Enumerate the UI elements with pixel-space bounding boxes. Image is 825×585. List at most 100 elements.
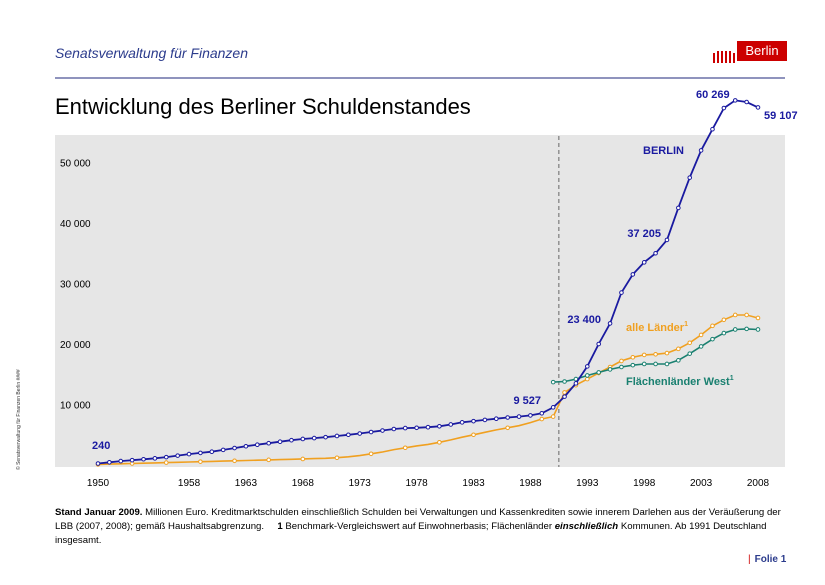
data-point-berlin <box>163 454 169 460</box>
data-point-fl-chenl-nder-west <box>721 330 727 336</box>
page-title: Entwicklung des Berliner Schuldenstandes <box>55 94 471 119</box>
x-tick-label: 1983 <box>462 478 485 489</box>
data-point-alle-l-nder <box>402 445 408 451</box>
data-point-berlin <box>539 410 545 416</box>
data-point-alle-l-nder <box>676 346 681 352</box>
value-label: 240 <box>92 440 110 452</box>
y-tick-label: 50 000 <box>60 159 91 170</box>
data-point-fl-chenl-nder-west <box>596 370 601 375</box>
data-point-berlin <box>710 126 715 132</box>
data-point-berlin <box>721 105 727 111</box>
data-point-berlin <box>664 237 670 243</box>
data-point-berlin <box>289 437 294 443</box>
data-point-berlin <box>357 431 363 436</box>
footnote-text2: Benchmark-Vergleichswert auf Einwohnerba… <box>285 521 553 532</box>
data-point-berlin <box>95 461 101 466</box>
data-point-alle-l-nder <box>653 351 658 357</box>
data-point-berlin <box>186 451 192 457</box>
data-point-alle-l-nder <box>471 432 476 438</box>
data-point-alle-l-nder <box>585 376 590 382</box>
data-point-berlin <box>152 456 158 461</box>
slide-label: Folie 1 <box>754 554 787 565</box>
x-tick-label: 1973 <box>349 478 372 489</box>
data-point-berlin <box>232 445 237 451</box>
data-point-fl-chenl-nder-west <box>607 367 613 372</box>
brandenburg-gate-icon <box>712 47 736 63</box>
data-point-alle-l-nder <box>198 459 203 464</box>
y-tick-label: 10 000 <box>60 401 91 412</box>
series-label-superscript: 1 <box>684 321 688 328</box>
data-point-berlin <box>391 426 397 432</box>
data-point-berlin <box>755 105 761 110</box>
logo-text: Berlin <box>737 41 787 61</box>
data-point-alle-l-nder <box>732 312 738 318</box>
data-point-fl-chenl-nder-west <box>630 362 636 368</box>
data-point-berlin <box>220 447 226 453</box>
data-point-alle-l-nder <box>300 456 306 462</box>
data-point-berlin <box>573 381 579 386</box>
value-label: 59 107 <box>764 110 798 122</box>
data-point-berlin <box>676 205 681 211</box>
data-point-fl-chenl-nder-west <box>585 373 590 378</box>
footnote-emphasis: einschließlich <box>554 521 619 532</box>
y-tick-label: 30 000 <box>60 280 91 291</box>
data-point-berlin <box>380 428 385 433</box>
value-label: 9 527 <box>513 395 541 407</box>
data-point-berlin <box>630 272 636 277</box>
data-point-berlin <box>482 417 488 423</box>
data-point-alle-l-nder <box>368 451 374 457</box>
footnote-text1: Millionen Euro. Kreditmarktschulden eins… <box>55 507 781 532</box>
series-label-alle-l-nder: alle Länder1 <box>626 321 688 334</box>
data-point-berlin <box>334 433 340 439</box>
data-point-alle-l-nder <box>539 416 545 422</box>
data-point-berlin <box>528 413 533 418</box>
data-point-berlin <box>209 449 215 454</box>
data-point-berlin <box>368 429 374 435</box>
berlin-logo: Berlin <box>712 41 787 63</box>
footnote-stand: Stand Januar 2009. <box>55 507 143 518</box>
data-point-berlin <box>550 405 556 410</box>
data-point-berlin <box>266 440 271 446</box>
data-point-alle-l-nder <box>437 440 442 445</box>
data-point-berlin <box>425 424 431 430</box>
footnote-marker: 1 <box>277 521 283 532</box>
data-point-berlin <box>596 341 601 347</box>
data-point-alle-l-nder <box>630 355 636 360</box>
data-point-fl-chenl-nder-west <box>562 379 567 384</box>
data-point-alle-l-nder <box>755 315 761 321</box>
data-point-alle-l-nder <box>562 390 567 395</box>
x-tick-label: 1998 <box>633 478 656 489</box>
data-point-alle-l-nder <box>744 312 749 318</box>
series-label-berlin: BERLIN <box>643 145 684 157</box>
data-point-alle-l-nder <box>550 414 556 419</box>
data-point-fl-chenl-nder-west <box>710 336 715 342</box>
data-point-alle-l-nder <box>505 425 510 431</box>
data-point-alle-l-nder <box>641 352 647 358</box>
data-point-alle-l-nder <box>334 455 340 461</box>
slide-pipe: | <box>748 554 751 565</box>
value-label: 37 205 <box>627 228 661 240</box>
data-point-berlin <box>516 414 522 419</box>
data-point-berlin <box>607 321 613 326</box>
data-point-fl-chenl-nder-west <box>755 327 761 332</box>
data-point-fl-chenl-nder-west <box>641 361 647 367</box>
data-point-berlin <box>562 394 567 399</box>
data-point-berlin <box>346 432 351 438</box>
data-point-berlin <box>300 436 306 442</box>
data-point-fl-chenl-nder-west <box>550 379 556 385</box>
data-point-berlin <box>493 416 499 422</box>
x-tick-label: 2008 <box>747 478 770 489</box>
data-point-fl-chenl-nder-west <box>676 358 681 363</box>
data-point-berlin <box>277 439 283 445</box>
footnote: Stand Januar 2009. Millionen Euro. Kredi… <box>55 506 790 548</box>
data-point-berlin <box>505 415 510 420</box>
data-point-berlin <box>687 175 693 180</box>
data-point-fl-chenl-nder-west <box>732 327 738 332</box>
series-label-fl-chenl-nder-west: Flächenländer West1 <box>626 375 734 388</box>
series-line-alle-l-nder <box>97 314 759 466</box>
data-point-berlin <box>732 98 738 103</box>
data-point-alle-l-nder <box>619 358 624 364</box>
data-point-berlin <box>118 458 124 464</box>
data-point-berlin <box>744 99 749 105</box>
